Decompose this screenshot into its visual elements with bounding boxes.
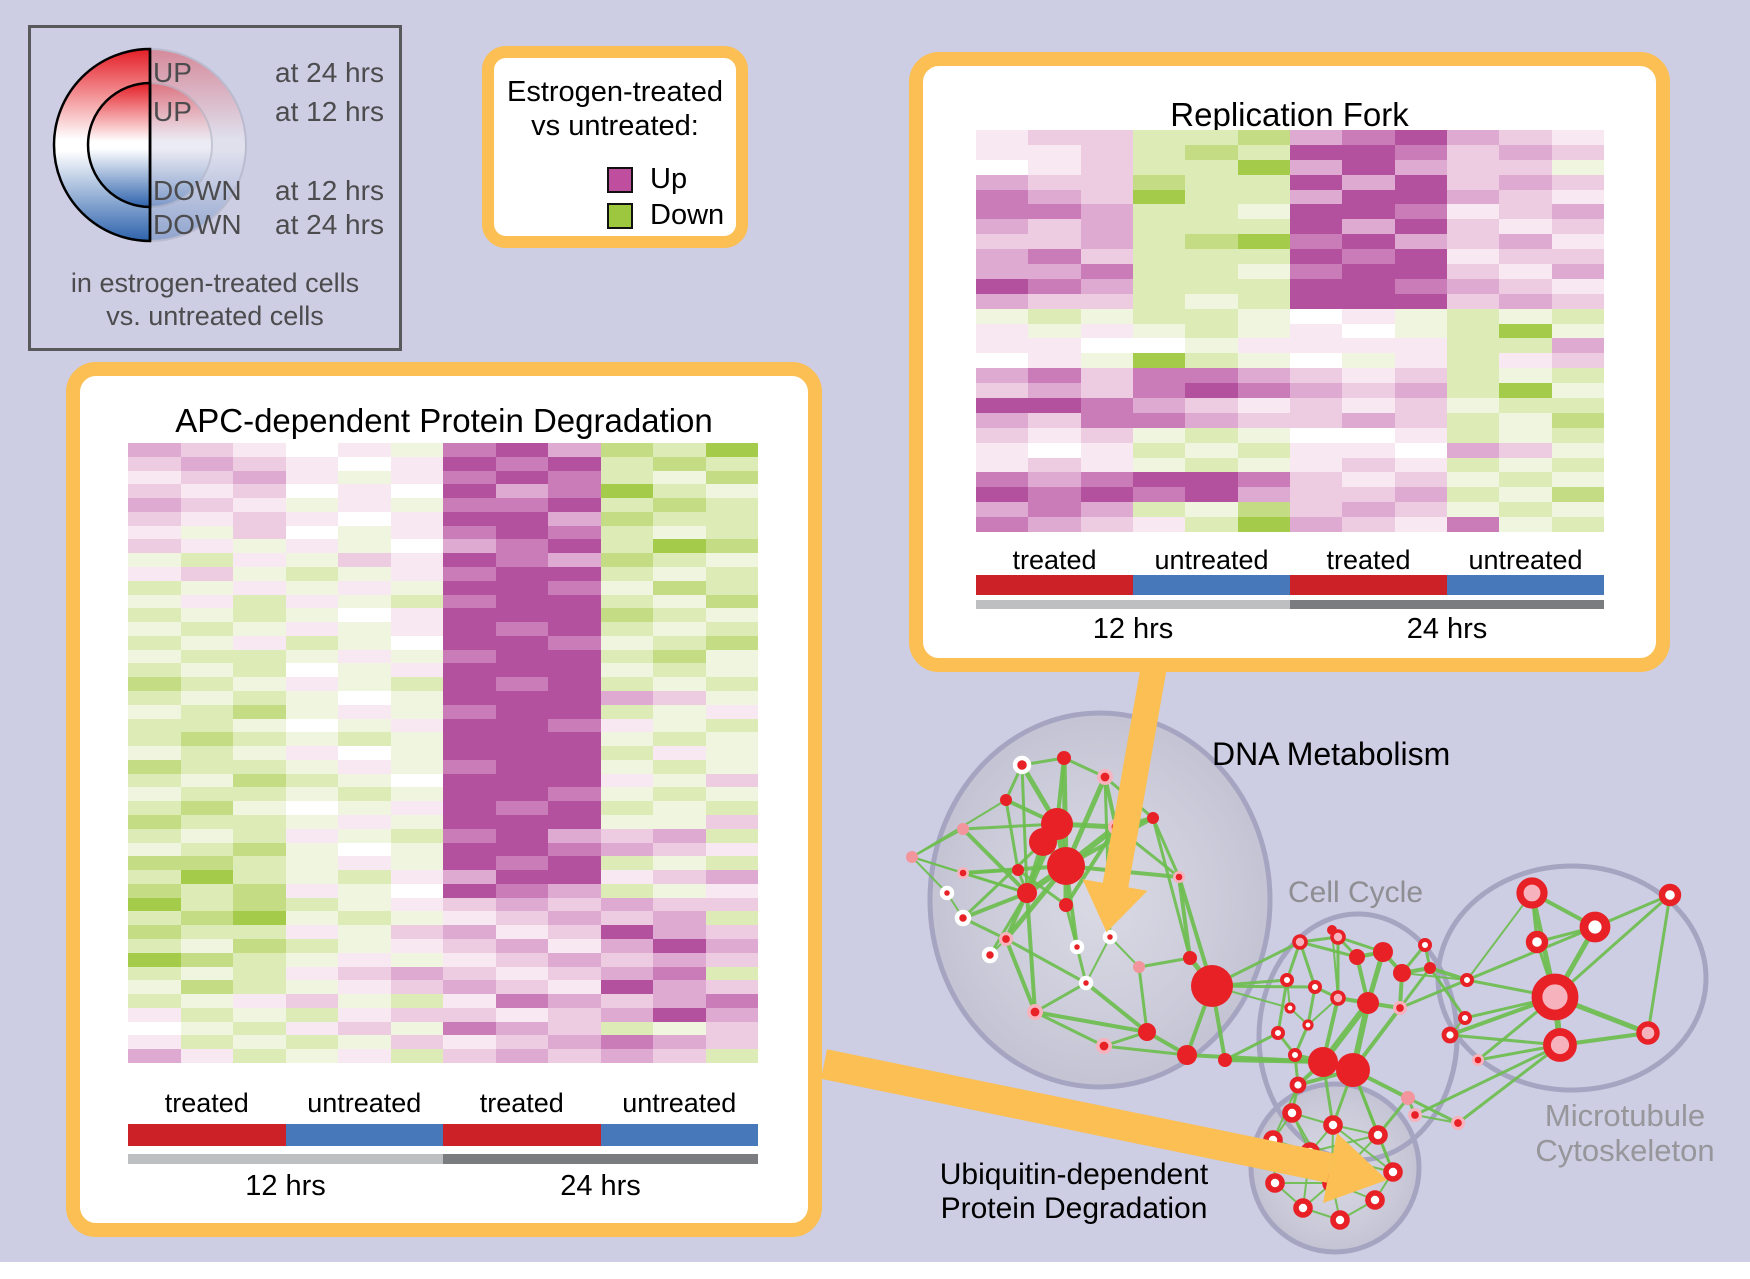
untreated-bar (285, 1124, 443, 1146)
rf-time-bars (976, 600, 1604, 609)
legend-up-24-time: at 24 hrs (275, 57, 384, 88)
updown-circle-graphic (52, 47, 247, 243)
legend-caption-line2: vs. untreated cells (106, 301, 324, 331)
rf-time-labels: 12 hrs 24 hrs (1092, 613, 1488, 645)
estrogen-legend-box: Estrogen-treated vs untreated: Up Down (482, 46, 748, 248)
updown-legend-box: UP at 24 hrs UP at 12 hrs DOWN at 12 hrs… (28, 25, 402, 351)
rf-heatmap-grid (976, 130, 1604, 532)
up-color-swatch (607, 166, 633, 193)
estrogen-legend-title-line2: vs untreated: (531, 110, 699, 142)
legend-caption-line1: in estrogen-treated cells (70, 268, 360, 298)
apc-condition-bars (128, 1124, 758, 1146)
time-12-bar (976, 600, 1290, 609)
legend-up-12-dir: UP (153, 96, 192, 127)
apc-panel-title: APC-dependent Protein Degradation (175, 402, 713, 439)
down-label: Down (650, 199, 725, 231)
microtubule-cytoskeleton-label: Microtubule Cytoskeleton (1520, 1098, 1730, 1168)
legend-up-24-dir: UP (153, 57, 192, 88)
replication-fork-panel: Replication Fork treated untreated treated… (909, 52, 1670, 672)
apc-time-labels: 12 hrs 24 hrs (245, 1170, 641, 1202)
legend-down-24-dir: DOWN (153, 209, 242, 240)
down-color-swatch (607, 202, 633, 229)
time-24-bar (1290, 600, 1604, 609)
ubiquitin-degradation-label: Ubiquitin-dependent Protein Degradation (918, 1158, 1230, 1226)
apc-group-labels: treated untreated treated untreated (164, 1088, 737, 1118)
time-12-bar (128, 1154, 443, 1164)
rf-condition-bars (976, 575, 1604, 595)
network-nodes (906, 751, 1682, 1230)
apc-heatmap-panel: APC-dependent Protein Degradation treate… (66, 362, 822, 1237)
apc-heatmap-grid (128, 443, 758, 1063)
untreated-bar (600, 1124, 758, 1146)
ubiquitin-label-line2: Protein Degradation (940, 1192, 1208, 1225)
apc-time-bars (128, 1154, 758, 1164)
treated-bar (443, 1124, 601, 1146)
legend-up-12-time: at 12 hrs (275, 96, 384, 127)
legend-down-24-time: at 24 hrs (275, 209, 384, 240)
treated-bar (128, 1124, 286, 1146)
bottom-margin (0, 1262, 1750, 1279)
time-24-bar (443, 1154, 758, 1164)
rf-panel-title: Replication Fork (1170, 96, 1409, 133)
treated-bar (976, 575, 1133, 595)
untreated-bar (1133, 575, 1290, 595)
untreated-bar (1447, 575, 1604, 595)
ubiquitin-label-line1: Ubiquitin-dependent (939, 1158, 1209, 1191)
cell-cycle-label: Cell Cycle (1288, 876, 1424, 909)
microtubule-label-line1: Microtubule (1544, 1098, 1706, 1133)
estrogen-legend-title-line1: Estrogen-treated (506, 76, 723, 108)
legend-down-12-dir: DOWN (153, 175, 242, 206)
up-label: Up (650, 163, 688, 195)
dna-metabolism-label: DNA Metabolism (1212, 736, 1451, 772)
microtubule-label-line2: Cytoskeleton (1535, 1133, 1715, 1168)
legend-down-12-time: at 12 hrs (275, 175, 384, 206)
rf-group-labels: treated untreated treated untreated (1012, 545, 1583, 575)
treated-bar (1290, 575, 1447, 595)
